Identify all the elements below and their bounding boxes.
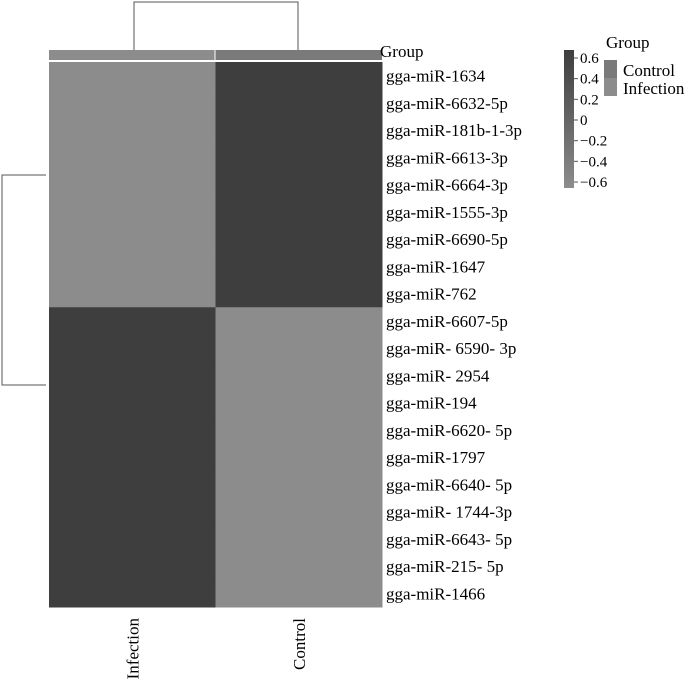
row-label: gga-miR-1797 — [386, 448, 486, 467]
heatmap-cell — [49, 252, 216, 281]
column-dendrogram — [133, 1, 299, 50]
row-label: gga-miR-762 — [386, 285, 477, 304]
heatmap-cell — [49, 307, 216, 335]
row-label: gga-miR-6664-3p — [386, 176, 508, 195]
heatmap-cell — [49, 116, 216, 145]
group-legend-label: Control — [623, 61, 675, 80]
column-label: Infection — [123, 618, 142, 680]
group-legend-swatch — [604, 78, 617, 96]
row-label: gga-miR-6607-5p — [386, 312, 508, 331]
group-legend-title: Group — [606, 33, 649, 52]
heatmap-cells — [49, 62, 383, 608]
row-label: gga-miR-6640- 5p — [386, 475, 512, 494]
heatmap-cell — [49, 525, 216, 553]
column-labels: Infection Control — [123, 618, 309, 680]
heatmap-cell — [49, 389, 216, 417]
heatmap-cell — [215, 171, 383, 199]
row-label: gga-miR-215- 5p — [386, 557, 504, 576]
heatmap-cell — [49, 470, 216, 499]
heatmap-cell — [215, 552, 383, 581]
heatmap-cell — [49, 89, 216, 117]
heatmap-cell — [215, 579, 383, 608]
color-scale-tick-label: −0.6 — [580, 175, 608, 191]
heatmap-cell — [49, 416, 216, 444]
row-label: gga-miR-194 — [386, 394, 477, 413]
heatmap-cell — [49, 62, 216, 90]
row-dendrogram — [1, 174, 46, 386]
heatmap-cell — [49, 443, 216, 472]
column-label: Control — [290, 618, 309, 670]
heatmap-cell — [215, 334, 383, 363]
heatmap-cell — [49, 171, 216, 199]
annotation-label: Group — [380, 42, 423, 61]
heatmap-cell — [215, 198, 383, 226]
row-label: gga-miR-1634 — [386, 67, 486, 86]
heatmap-cell — [215, 62, 383, 90]
row-label: gga-miR-1555-3p — [386, 203, 508, 222]
heatmap-cell — [215, 280, 383, 308]
heatmap-cell — [215, 498, 383, 526]
color-scale-tick-label: −0.4 — [580, 154, 608, 170]
heatmap-cell — [215, 143, 383, 172]
group-annotation-bar — [49, 50, 382, 60]
row-labels: gga-miR-1634 gga-miR-6632-5p gga-miR-181b-… — [386, 67, 522, 604]
annotation-cell — [49, 50, 215, 60]
row-label: gga-miR- 2954 — [386, 366, 490, 385]
heatmap-cell — [215, 525, 383, 553]
heatmap-cell — [215, 225, 383, 254]
heatmap-cell — [215, 361, 383, 390]
heatmap-cell — [49, 143, 216, 172]
row-label: gga-miR-6643- 5p — [386, 530, 512, 549]
row-label: gga-miR-181b-1-3p — [386, 121, 522, 140]
heatmap-cell — [215, 443, 383, 472]
heatmap-cell — [49, 498, 216, 526]
row-label: gga-miR-6690-5p — [386, 230, 508, 249]
color-scale-tick-label: 0.4 — [580, 72, 599, 88]
heatmap-cell — [215, 307, 383, 335]
color-scale-legend: 0.6 0.4 0.2 0 −0.2 −0.4 −0.6 — [564, 50, 608, 191]
color-scale-bar — [564, 50, 574, 188]
heatmap-cell — [49, 198, 216, 226]
heatmap-cell — [49, 225, 216, 254]
row-label: gga-miR-6632-5p — [386, 94, 508, 113]
heatmap-cell — [49, 361, 216, 390]
row-label: gga-miR- 6590- 3p — [386, 339, 516, 358]
heatmap-cell — [49, 552, 216, 581]
row-label: gga-miR-1466 — [386, 584, 485, 603]
heatmap-cell — [49, 579, 216, 608]
color-scale-tick-label: 0.2 — [580, 92, 599, 108]
color-scale-tick-label: −0.2 — [580, 134, 607, 150]
heatmap-cell — [215, 89, 383, 117]
group-legend-swatch — [604, 60, 617, 78]
color-scale-tick-label: 0 — [580, 113, 588, 129]
heatmap-cell — [49, 334, 216, 363]
row-label: gga-miR-1647 — [386, 257, 486, 276]
heatmap-cell — [215, 470, 383, 499]
group-legend-label: Infection — [623, 79, 685, 98]
heatmap-cell — [215, 116, 383, 145]
heatmap-cell — [215, 252, 383, 281]
color-scale-tick-label: 0.6 — [580, 51, 599, 67]
annotation-cell — [215, 50, 382, 60]
row-label: gga-miR- 1744-3p — [386, 503, 512, 522]
row-label: gga-miR-6613-3p — [386, 148, 508, 167]
row-label: gga-miR-6620- 5p — [386, 421, 512, 440]
heatmap-cell — [49, 280, 216, 308]
heatmap-cell — [215, 416, 383, 444]
heatmap-cell — [215, 389, 383, 417]
